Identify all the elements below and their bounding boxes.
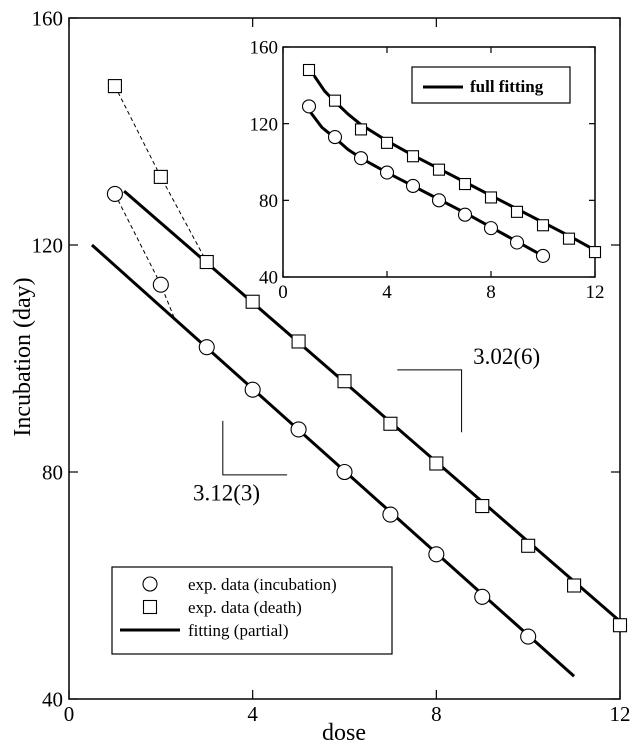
main-markers: [106, 79, 628, 645]
inset-markers: [301, 63, 602, 263]
data-point-circle: [353, 151, 369, 166]
data-point-square: [521, 538, 536, 553]
y-tick-label: 40: [42, 687, 63, 711]
y-tick-label: 80: [42, 460, 63, 484]
data-point-square: [354, 123, 368, 136]
data-point-square: [406, 150, 420, 163]
data-point-square: [567, 578, 582, 593]
y-tick-label: 40: [259, 268, 278, 289]
inset-legend-label: full fitting: [470, 77, 544, 96]
slope-bracket: [397, 369, 463, 433]
data-point-square: [432, 163, 446, 176]
x-tick-label: 4: [382, 282, 392, 303]
main-plot-frame: [68, 17, 621, 700]
dashed-connector: [114, 193, 176, 319]
data-point-circle: [474, 588, 491, 605]
x-tick-label: 8: [431, 702, 442, 726]
data-point-circle: [509, 235, 525, 250]
data-point-circle: [244, 381, 261, 398]
data-point-square: [302, 63, 316, 77]
inset-legend-box: [411, 66, 571, 104]
y-tick-label: 80: [259, 191, 278, 212]
data-point-circle: [520, 628, 537, 645]
data-point-square: [588, 246, 602, 259]
main-legend-box: [111, 566, 393, 655]
data-point-square: [429, 456, 444, 471]
data-point-square: [380, 136, 394, 149]
data-point-square: [475, 498, 490, 514]
data-point-circle: [336, 463, 353, 481]
data-point-square: [153, 169, 168, 184]
x-tick-label: 8: [486, 282, 496, 303]
data-point-circle: [106, 185, 123, 202]
inset-plot: 0 4 8 12 40 80 120 160 full fitting: [250, 38, 605, 303]
x-tick-label: 0: [278, 282, 288, 303]
data-point-circle: [327, 130, 343, 145]
data-point-circle: [483, 221, 499, 236]
data-point-square: [328, 94, 342, 107]
data-point-circle: [457, 207, 473, 222]
data-point-circle: [382, 506, 399, 523]
y-tick-label: 160: [32, 6, 64, 30]
data-point-circle: [431, 193, 447, 208]
legend-label-death: exp. data (death): [188, 598, 302, 617]
inset-ticks: [282, 46, 596, 278]
slope-annotation-label: 3.12(3): [193, 480, 260, 505]
data-point-square: [245, 294, 260, 309]
x-axis-label: dose: [322, 720, 366, 742]
y-tick-label: 160: [250, 38, 279, 59]
fit-line: [90, 243, 576, 678]
data-point-square: [562, 232, 576, 245]
data-point-square: [612, 618, 628, 633]
main-legend: exp. data (incubation) exp. data (death)…: [111, 566, 393, 655]
data-point-circle: [152, 276, 169, 293]
data-point-square: [107, 79, 122, 94]
x-tick-label: 4: [247, 702, 258, 726]
x-tick-label: 12: [586, 282, 605, 303]
data-point-circle: [428, 546, 445, 563]
data-point-square: [536, 219, 550, 232]
data-point-square: [291, 334, 306, 349]
legend-label-partial: fitting (partial): [188, 621, 289, 640]
data-point-square: [199, 254, 214, 270]
x-tick-label: 0: [64, 702, 75, 726]
slope-bracket: [222, 420, 288, 476]
data-point-circle: [290, 421, 307, 438]
x-tick-label: 12: [610, 702, 631, 726]
data-point-square: [510, 205, 524, 218]
data-point-square: [337, 374, 352, 389]
inset-tick-labels: 0 4 8 12 40 80 120 160: [250, 38, 605, 303]
data-point-square: [458, 177, 472, 191]
data-point-circle: [198, 339, 215, 356]
inset-legend: full fitting: [411, 66, 571, 104]
y-tick-label: 120: [250, 114, 279, 135]
y-tick-label: 120: [32, 233, 64, 257]
data-point-circle: [535, 248, 551, 263]
legend-marker-square: [142, 599, 158, 615]
legend-marker-circle: [142, 576, 158, 592]
main-grid-ticks: [68, 17, 621, 700]
y-axis-label: Incubation (day): [10, 277, 36, 436]
data-point-square: [484, 191, 498, 204]
data-point-circle: [301, 99, 317, 114]
slope-annotations: 3.12(3) 3.02(6): [193, 344, 540, 505]
slope-annotation-label: 3.02(6): [473, 344, 540, 369]
data-point-circle: [405, 178, 421, 194]
data-point-square: [383, 416, 398, 431]
data-point-circle: [379, 165, 395, 180]
legend-label-incubation: exp. data (incubation): [188, 575, 337, 594]
